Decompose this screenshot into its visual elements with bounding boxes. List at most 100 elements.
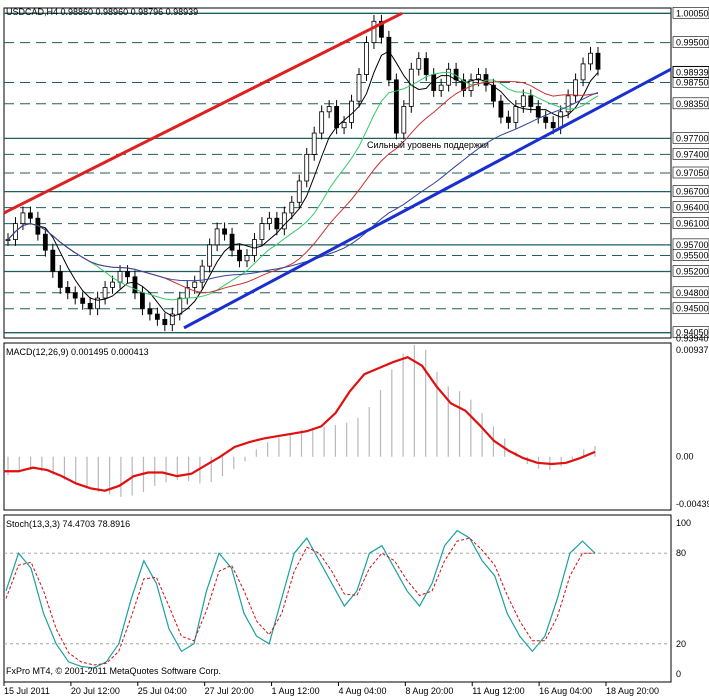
candle-body: [423, 58, 429, 75]
candle-body: [95, 297, 101, 310]
candle-body: [289, 201, 295, 214]
stoch-panel-header: Stoch(13,3,3) 74.4703 78.8916: [6, 519, 130, 529]
price-tick-label: 0.94800: [676, 288, 709, 298]
ma-line-green: [7, 71, 599, 301]
price-tick-box: [672, 265, 709, 277]
macd-panel-header: MACD(12,26,9) 0.001495 0.000413: [6, 347, 149, 357]
price-tick-label: 0.95200: [676, 266, 709, 276]
x-tick-label: 4 Aug 04:00: [338, 686, 386, 696]
candle-body: [57, 271, 63, 288]
candle-body: [296, 180, 302, 203]
candle-body: [50, 249, 56, 272]
x-tick-label: 18 Aug 20:00: [606, 686, 659, 696]
macd-tick-label: -0.00439: [676, 499, 709, 509]
candle-body: [371, 20, 377, 43]
candle-body: [573, 79, 578, 97]
candle-body: [65, 287, 71, 294]
ma-line-black: [7, 50, 599, 317]
price-tick-label: 0.96400: [676, 203, 709, 213]
price-tick-label: 0.94500: [676, 304, 709, 314]
macd-signal-line: [4, 355, 596, 492]
price-tick-label: 0.97050: [676, 168, 709, 178]
candle-body: [379, 20, 384, 38]
price-panel-header: USDCAD,H4 0.98860 0.98960 0.98796 0.9893…: [6, 7, 198, 17]
candle-body: [326, 106, 332, 113]
candle-body: [72, 292, 78, 299]
candle-body: [595, 52, 601, 70]
price-tick-label: 0.98750: [676, 78, 709, 88]
candle-body: [20, 212, 26, 224]
candle-body: [535, 106, 541, 118]
candle-body: [237, 249, 242, 262]
candle-body: [393, 79, 399, 134]
x-tick-label: 15 Jul 2011: [4, 686, 50, 696]
price-tick-label: 0.97400: [676, 149, 709, 159]
support-label: Сильный уровень поддержки: [367, 140, 489, 150]
candle-body: [498, 100, 504, 118]
stoch-signal-line: [5, 537, 595, 666]
stoch-tick-label: 80: [676, 548, 686, 558]
candle-body: [140, 292, 145, 310]
candle-body: [125, 271, 130, 278]
candle-body: [580, 63, 586, 81]
candle-body: [110, 281, 115, 288]
price-tick-label: 0.93940: [676, 334, 709, 344]
candle-body: [341, 122, 347, 129]
candle-body: [364, 42, 369, 75]
x-tick-label: 11 Aug 12:00: [472, 686, 524, 696]
candle-body: [274, 217, 280, 230]
candle-body: [334, 106, 340, 129]
candle-body: [505, 116, 511, 123]
price-tick-box: [672, 97, 709, 110]
price-tick-box: [672, 326, 709, 338]
candle-body: [550, 122, 556, 129]
candle-body: [222, 228, 227, 235]
candle-body: [28, 212, 33, 219]
price-tick-label: 0.99500: [676, 38, 709, 48]
stoch-tick-label: 0: [676, 669, 681, 679]
x-tick-label: 20 Jul 12:00: [71, 686, 120, 696]
candle-body: [244, 255, 250, 262]
candle-body: [5, 239, 11, 241]
price-tick-label: 0.97700: [676, 133, 709, 143]
candle-body: [177, 297, 183, 315]
candle-body: [520, 95, 526, 107]
candle-body: [476, 74, 481, 81]
macd-tick-label: 0.00937: [676, 345, 709, 355]
candle-body: [408, 68, 414, 107]
price-tick-label: 0.95500: [676, 251, 709, 261]
price-tick-box: [672, 286, 709, 299]
candle-body: [281, 212, 287, 230]
price-tick-box: [672, 302, 709, 315]
candle-body: [438, 84, 444, 91]
candle-body: [154, 313, 160, 320]
candle-body: [132, 276, 138, 294]
candle-body: [446, 68, 452, 86]
price-tick-box: [672, 217, 709, 229]
price-tick-box: [672, 201, 709, 213]
candle-body: [491, 84, 496, 102]
candle-body: [356, 74, 362, 102]
candle-body: [588, 52, 593, 65]
candle-body: [349, 100, 354, 123]
x-tick-label: 1 Aug 12:00: [272, 686, 320, 696]
price-tick-label: 0.94050: [676, 328, 709, 338]
candle-body: [266, 217, 272, 224]
support-trendline: [183, 67, 672, 330]
x-tick-label: 8 Aug 20:00: [405, 686, 453, 696]
candle-body: [259, 223, 265, 240]
panel-frame-2: [3, 342, 672, 511]
candle-body: [565, 95, 571, 113]
price-tick-label: 0.96100: [676, 219, 709, 229]
price-tick-box: [672, 148, 709, 160]
price-tick-label: 0.96700: [676, 187, 709, 197]
x-tick-label: 27 Jul 20:00: [205, 686, 254, 696]
candle-body: [386, 36, 392, 81]
candle-body: [431, 74, 437, 91]
candle-body: [461, 79, 466, 91]
candle-body: [319, 111, 325, 134]
candle-body: [169, 313, 175, 326]
stoch-tick-label: 20: [676, 639, 686, 649]
